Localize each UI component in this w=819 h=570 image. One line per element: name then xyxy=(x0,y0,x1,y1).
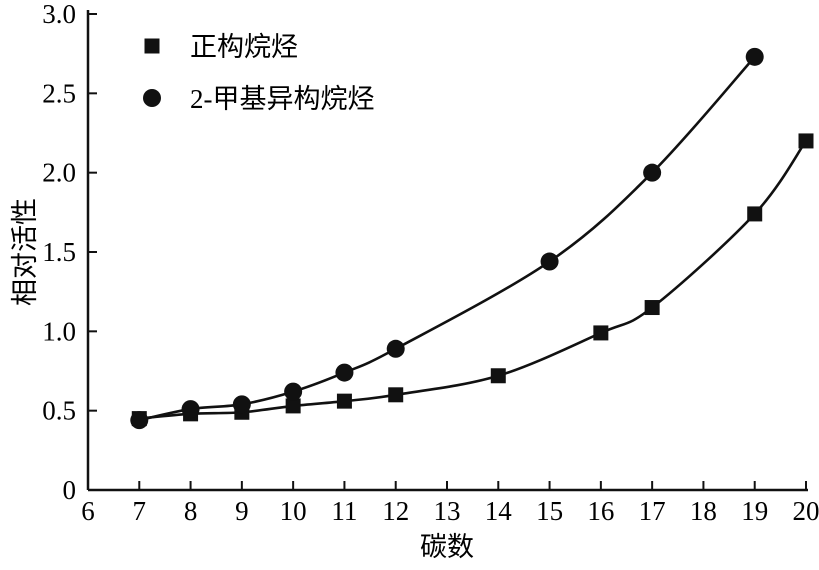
y-tick-label: 2.5 xyxy=(42,78,76,108)
circle-marker xyxy=(284,382,303,401)
x-tick-label: 9 xyxy=(235,496,249,526)
x-tick-label: 7 xyxy=(133,496,147,526)
circle-marker xyxy=(232,395,251,414)
square-marker xyxy=(336,393,352,409)
square-marker xyxy=(747,206,763,222)
x-axis-title: 碳数 xyxy=(420,532,474,562)
x-tick-label: 18 xyxy=(690,496,717,526)
x-tick-label: 10 xyxy=(280,496,307,526)
legend: 正构烷烃 2-甲基异构烷烃 xyxy=(143,32,375,114)
y-tick-label: 0.5 xyxy=(42,396,76,426)
x-tick-label: 11 xyxy=(331,496,357,526)
x-tick-label: 15 xyxy=(536,496,563,526)
circle-marker xyxy=(130,411,149,430)
y-tick-label: 3.0 xyxy=(42,0,76,29)
series-line-square xyxy=(139,140,808,420)
square-marker xyxy=(644,300,660,316)
x-tick-label: 16 xyxy=(587,496,614,526)
circle-marker xyxy=(643,163,662,182)
y-tick-label: 0 xyxy=(63,475,77,505)
circle-marker xyxy=(386,339,405,358)
x-tick-label: 20 xyxy=(793,496,819,526)
square-marker xyxy=(798,133,814,149)
x-tick-label: 14 xyxy=(485,496,513,526)
x-tick-label: 6 xyxy=(81,496,95,526)
square-marker xyxy=(388,387,404,403)
x-tick-label: 13 xyxy=(434,496,461,526)
square-marker xyxy=(144,38,160,54)
x-tick-label: 8 xyxy=(184,496,198,526)
legend-label: 正构烷烃 xyxy=(190,32,298,62)
y-axis-title: 相对活性 xyxy=(10,198,40,306)
circle-marker xyxy=(540,252,559,271)
y-tick-label: 1.0 xyxy=(42,316,76,346)
x-tick-label: 12 xyxy=(382,496,409,526)
square-marker xyxy=(285,398,301,414)
square-marker xyxy=(593,325,609,341)
x-tick-label: 19 xyxy=(741,496,768,526)
square-marker xyxy=(490,368,506,384)
circle-marker xyxy=(181,400,200,419)
circle-marker xyxy=(745,47,764,66)
x-tick-label: 17 xyxy=(639,496,666,526)
y-tick-label: 2.0 xyxy=(42,158,76,188)
circle-marker xyxy=(143,89,161,107)
circle-marker xyxy=(335,363,354,382)
legend-label: 2-甲基异构烷烃 xyxy=(190,84,375,114)
y-tick-label: 1.5 xyxy=(42,237,76,267)
